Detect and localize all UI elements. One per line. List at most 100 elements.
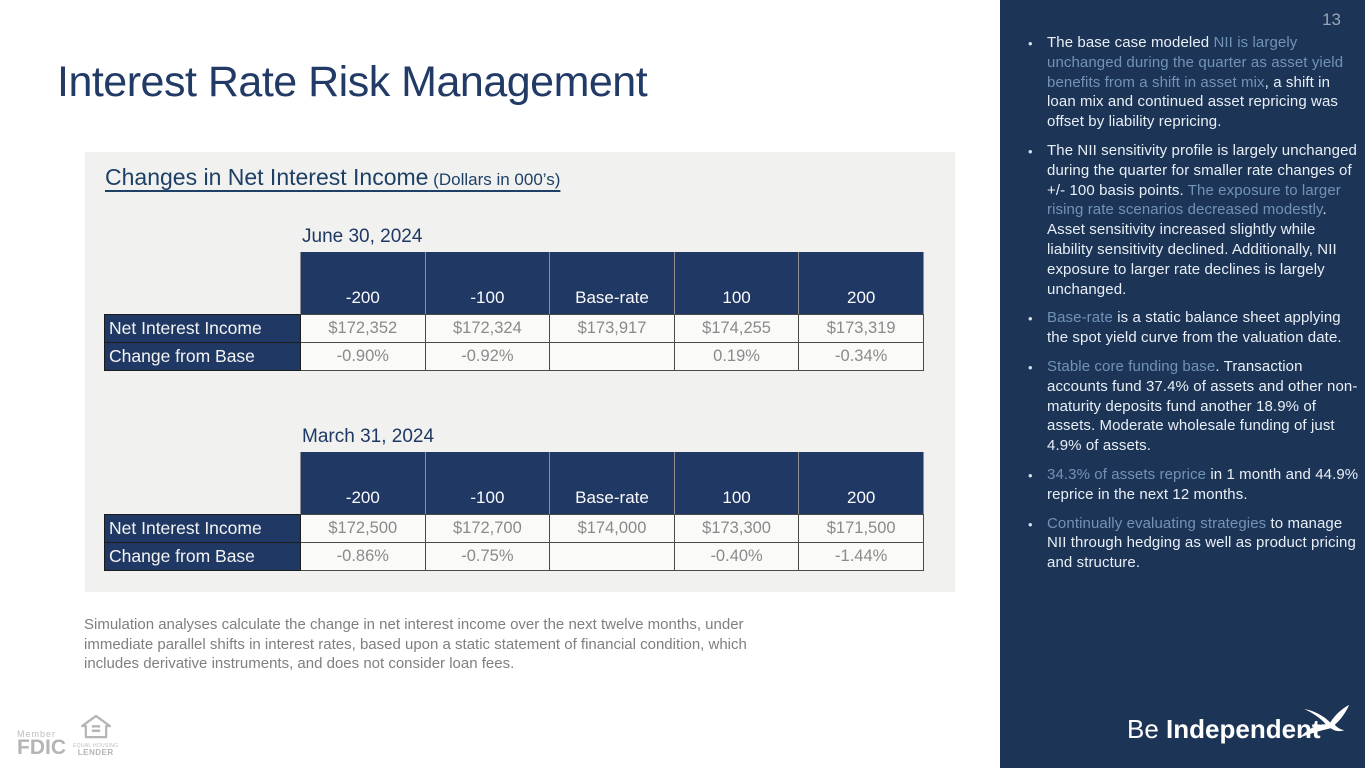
- brand-tagline: Be Independent: [1127, 714, 1321, 745]
- sidebar-bullet: • Stable core funding base. Transaction a…: [1028, 357, 1360, 456]
- value-cell: $173,319: [798, 313, 924, 343]
- tagline-regular: Be: [1127, 714, 1167, 744]
- value-cell: -1.44%: [798, 541, 924, 571]
- table-row: Change from Base -0.86% -0.75% -0.40% -1.44%: [104, 541, 924, 571]
- equal-housing-lender-logo: EQUAL HOUSING LENDER: [73, 714, 119, 757]
- section-heading-text: Changes in Net Interest Income: [105, 164, 429, 190]
- nii-sensitivity-table: -200 -100 Base-rate 100 200 Net Interest Inco…: [104, 252, 924, 371]
- value-cell: $172,352: [300, 313, 426, 343]
- value-cell: $172,324: [424, 313, 551, 343]
- compliance-logos: Member FDIC EQUAL HOUSING LENDER: [17, 714, 119, 759]
- rate-scenario-header: Base-rate: [549, 452, 675, 515]
- member-label: Member: [17, 729, 57, 739]
- sidebar-bullet: • 34.3% of assets reprice in 1 month and …: [1028, 465, 1360, 505]
- rate-scenario-header: Base-rate: [549, 252, 675, 315]
- row-label-cell: Change from Base: [104, 341, 301, 371]
- sidebar-bullet-list: • The base case modeled NII is largely un…: [1028, 33, 1360, 582]
- body-text: . Transaction accounts fund 37.4% of ass…: [1047, 357, 1358, 455]
- highlighted-text: 34.3% of assets reprice: [1047, 465, 1207, 483]
- simulation-footnote: Simulation analyses calculate the change…: [84, 616, 747, 672]
- value-cell: -0.40%: [673, 541, 800, 571]
- commentary-sidebar: 13: [1000, 0, 1365, 768]
- ehl-top-label: EQUAL HOUSING: [73, 743, 119, 749]
- value-cell: $172,500: [300, 513, 426, 543]
- highlighted-text: NII is largely unchanged during the quar…: [1047, 34, 1344, 91]
- highlighted-text: Continually evaluating strategies: [1047, 514, 1267, 532]
- section-heading-units: (Dollars in 000’s): [428, 170, 561, 189]
- section-heading: Changes in Net Interest Income (Dollars …: [105, 164, 560, 191]
- value-cell: 0.19%: [673, 341, 800, 371]
- nii-sensitivity-table: -200 -100 Base-rate 100 200 Net Interest Inco…: [104, 452, 924, 571]
- body-text: , a shift in loan mix and continued asse…: [1047, 73, 1339, 131]
- rate-scenario-header: -100: [424, 252, 551, 315]
- table-header-row: -200 -100 Base-rate 100 200: [105, 452, 924, 515]
- nii-table-march: March 31, 2024 -200 -100 Base-rate 100 200 Ne…: [104, 425, 924, 571]
- value-cell: $173,917: [549, 313, 675, 343]
- body-text: to manage NII through hedging as well as…: [1047, 514, 1356, 572]
- sidebar-bullet: • The base case modeled NII is largely un…: [1028, 33, 1360, 132]
- body-text: The NII sensitivity profile is largely u…: [1047, 141, 1357, 199]
- highlighted-text: Base-rate: [1047, 309, 1113, 327]
- value-cell: -0.34%: [798, 341, 924, 371]
- rate-scenario-header: 200: [798, 252, 924, 315]
- value-cell: [549, 541, 675, 571]
- sidebar-bullet: • Continually evaluating strategies to ma…: [1028, 514, 1360, 573]
- body-text: in 1 month and 44.9% reprice in the next…: [1047, 465, 1359, 503]
- body-text: . Asset sensitivity increased slightly w…: [1047, 201, 1337, 298]
- bullet-dot: •: [1028, 36, 1033, 51]
- bullet-text: Base-rate is a static balance sheet appl…: [1047, 308, 1360, 348]
- bullet-dot: •: [1028, 467, 1033, 483]
- value-cell: -0.90%: [300, 341, 426, 371]
- body-text: The base case modeled: [1047, 34, 1214, 51]
- rate-scenario-header: -200: [300, 252, 426, 315]
- value-cell: $172,700: [424, 513, 551, 543]
- value-cell: [549, 341, 675, 371]
- ehl-bottom-label: LENDER: [77, 748, 114, 757]
- flying-bird-icon: [1298, 704, 1350, 739]
- bullet-dot: •: [1028, 359, 1033, 375]
- value-cell: -0.75%: [424, 541, 551, 571]
- row-label-cell: Net Interest Income: [104, 313, 301, 343]
- bullet-text: Continually evaluating strategies to man…: [1047, 514, 1360, 573]
- bullet-dot: •: [1028, 311, 1033, 327]
- table-row: Change from Base -0.90% -0.92% 0.19% -0.34%: [104, 341, 924, 371]
- rate-scenario-header: -100: [424, 452, 551, 515]
- house-icon: [80, 714, 111, 743]
- value-cell: -0.92%: [424, 341, 551, 371]
- nii-table-june: June 30, 2024 -200 -100 Base-rate 100 200 Net…: [104, 225, 924, 371]
- table-corner-cell: [105, 252, 301, 314]
- bullet-dot: •: [1028, 516, 1033, 532]
- rate-scenario-header: 200: [798, 452, 924, 515]
- member-fdic-logo: Member FDIC: [17, 729, 66, 759]
- sidebar-bullet: • The NII sensitivity profile is largely …: [1028, 141, 1360, 299]
- value-cell: $174,255: [673, 313, 800, 343]
- tagline-bold: Independent: [1166, 714, 1321, 744]
- table-date-label: June 30, 2024: [302, 226, 423, 247]
- rate-scenario-header: 100: [673, 452, 800, 515]
- value-cell: $174,000: [549, 513, 675, 543]
- bullet-text: Stable core funding base. Transaction ac…: [1047, 357, 1360, 456]
- value-cell: $171,500: [798, 513, 924, 543]
- highlighted-text: Stable core funding base: [1047, 357, 1216, 375]
- content-panel: Changes in Net Interest Income (Dollars …: [85, 152, 955, 592]
- bullet-text: The base case modeled NII is largely unc…: [1047, 33, 1360, 132]
- rate-scenario-header: -200: [300, 452, 426, 515]
- body-text: is a static balance sheet applying the s…: [1047, 309, 1342, 347]
- bullet-dot: •: [1028, 143, 1033, 159]
- page-title: Interest Rate Risk Management: [57, 58, 648, 106]
- table-corner-cell: [105, 452, 301, 514]
- row-label-cell: Change from Base: [104, 541, 301, 571]
- fdic-label: FDIC: [17, 736, 66, 759]
- table-row: Net Interest Income $172,500 $172,700 $174,…: [104, 513, 924, 543]
- row-label-cell: Net Interest Income: [104, 513, 301, 543]
- value-cell: $173,300: [673, 513, 800, 543]
- value-cell: -0.86%: [300, 541, 426, 571]
- table-row: Net Interest Income $172,352 $172,324 $173,…: [104, 313, 924, 343]
- rate-scenario-header: 100: [673, 252, 800, 315]
- page-number: 13: [1322, 10, 1341, 29]
- highlighted-text: The exposure to larger rising rate scena…: [1047, 181, 1341, 219]
- table-date-label: March 31, 2024: [302, 426, 435, 447]
- bullet-text: 34.3% of assets reprice in 1 month and 4…: [1047, 465, 1360, 505]
- table-header-row: -200 -100 Base-rate 100 200: [105, 252, 924, 315]
- sidebar-bullet: • Base-rate is a static balance sheet app…: [1028, 308, 1360, 348]
